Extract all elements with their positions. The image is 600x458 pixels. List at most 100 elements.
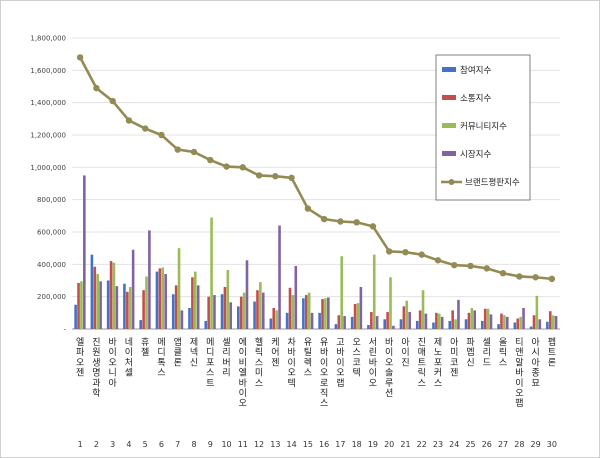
bar (164, 274, 167, 329)
bar (275, 310, 278, 329)
bar (261, 292, 265, 329)
line-point (386, 248, 393, 255)
x-rank-label: 8 (191, 440, 196, 449)
line-point (207, 156, 214, 164)
bar (148, 230, 151, 329)
bar (302, 298, 305, 329)
y-tick-label: 200,000 (37, 293, 66, 301)
bar (529, 326, 533, 329)
bar (106, 280, 110, 329)
bar (418, 310, 422, 329)
bar (207, 296, 210, 329)
bar (457, 299, 460, 329)
bar (237, 306, 240, 329)
x-rank-label: 5 (143, 440, 148, 449)
legend-swatch (442, 67, 456, 72)
x-rank-label: 14 (287, 440, 297, 449)
line-point (76, 54, 84, 61)
bar (421, 290, 425, 329)
bar (532, 315, 536, 329)
bar (145, 276, 148, 329)
legend-marker (448, 179, 455, 185)
line-point (223, 163, 230, 170)
bar (402, 306, 406, 329)
x-rank-label: 27 (498, 440, 508, 449)
bar (554, 316, 558, 329)
x-rank-label: 18 (352, 440, 362, 449)
bar (513, 322, 517, 329)
bar (321, 299, 324, 329)
legend-label: 커뮤니티지수 (460, 121, 507, 132)
bar (440, 316, 444, 329)
bar (161, 267, 165, 329)
brand-line (76, 54, 556, 283)
bar (188, 307, 191, 329)
bar (291, 295, 295, 329)
bar (538, 319, 542, 329)
bar (80, 281, 83, 329)
line-point (125, 117, 133, 124)
x-rank-label: 1 (78, 440, 83, 449)
x-rank-label: 4 (126, 440, 131, 449)
x-rank-label: 13 (270, 440, 280, 449)
bars (74, 175, 558, 329)
bar (272, 307, 276, 329)
x-rank-label: 19 (368, 440, 378, 449)
legend-swatch (442, 151, 456, 156)
y-axis: - 200,000 400,000 600,000 800,000 1,000,000 1,… (30, 35, 66, 334)
x-rank-label: 28 (514, 440, 524, 449)
bar (340, 256, 343, 329)
bar (93, 266, 97, 329)
legend-label: 시장지수 (460, 149, 491, 160)
bar (470, 307, 474, 329)
bar (334, 324, 338, 329)
bar (210, 217, 213, 329)
bar (548, 311, 552, 329)
line-point (272, 173, 279, 180)
line-point (369, 223, 377, 230)
y-tick-label: 800,000 (37, 196, 66, 204)
bar (424, 313, 428, 329)
bar (158, 268, 162, 329)
bar (174, 285, 178, 329)
y-tick-label: 400,000 (37, 261, 66, 269)
line-point (109, 97, 116, 105)
bar (123, 283, 126, 329)
bar (432, 322, 435, 329)
x-rank-label: 15 (303, 440, 313, 449)
x-rank-label: 10 (221, 440, 231, 449)
line-point (516, 273, 523, 280)
bar (343, 316, 346, 329)
bar (399, 319, 403, 329)
bar (483, 308, 487, 329)
x-rank-label: 7 (175, 440, 180, 449)
line-point (402, 249, 409, 256)
line-point (418, 251, 425, 258)
legend-label: 소통지수 (460, 94, 491, 104)
x-rank-label: 23 (433, 440, 443, 449)
bar (223, 286, 227, 329)
bar (516, 318, 520, 329)
bar (503, 315, 506, 329)
bar (307, 292, 311, 329)
bar (304, 295, 308, 329)
bar (226, 269, 230, 329)
y-tick-label: 1,400,000 (30, 99, 66, 107)
bar (115, 286, 119, 329)
bar (259, 282, 262, 329)
